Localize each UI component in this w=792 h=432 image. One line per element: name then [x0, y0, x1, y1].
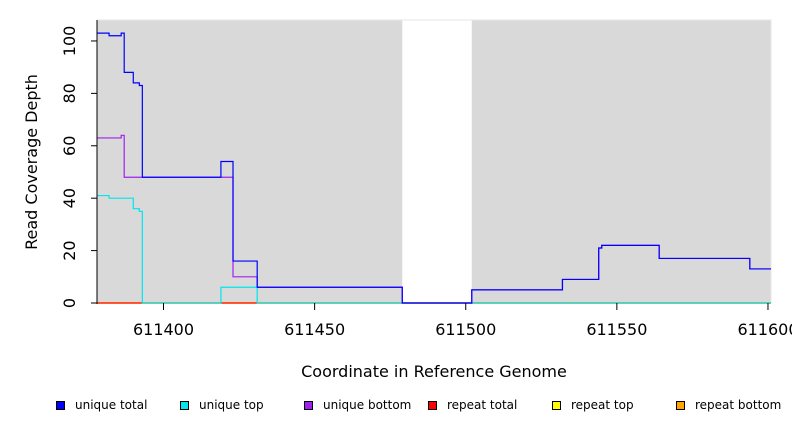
y-tick-label: 20	[60, 240, 79, 260]
x-axis-title: Coordinate in Reference Genome	[301, 362, 567, 381]
x-tick-label: 611600	[737, 320, 792, 339]
legend-label: unique bottom	[323, 398, 412, 412]
legend-swatch	[304, 400, 313, 410]
y-axis-title: Read Coverage Depth	[22, 74, 41, 250]
plot-shade-left	[97, 20, 403, 303]
legend-swatch	[428, 400, 437, 410]
legend-item-unique-top: unique top	[180, 398, 264, 412]
y-tick-label: 60	[60, 136, 79, 156]
series-unique-top	[97, 194, 771, 304]
legend-swatch	[676, 400, 685, 410]
series-layer	[97, 32, 771, 304]
legend-label: repeat total	[447, 398, 518, 412]
legend-item-unique-bottom: unique bottom	[304, 398, 411, 412]
legend-swatch	[56, 400, 65, 410]
x-tick-label: 611550	[586, 320, 647, 339]
x-tick-label: 611400	[133, 320, 194, 339]
legend: unique total unique top unique bottom repea…	[0, 398, 792, 418]
legend-swatch	[180, 400, 189, 410]
plot-shade-right	[471, 20, 771, 303]
legend-item-repeat-bottom: repeat bottom	[676, 398, 781, 412]
axes-layer: 0 20 40 60 80 100 611400 611450 611500 611550 6116…	[60, 20, 792, 339]
y-tick-label: 100	[60, 26, 79, 57]
legend-item-unique-total: unique total	[56, 398, 147, 412]
legend-label: unique total	[75, 398, 148, 412]
y-tick-label: 80	[60, 83, 79, 103]
series-unique-total	[97, 32, 771, 304]
plot-background	[96, 19, 772, 304]
y-tick-label: 40	[60, 188, 79, 208]
y-tick-label: 0	[60, 298, 79, 308]
x-tick-label: 611500	[435, 320, 496, 339]
legend-item-repeat-top: repeat top	[552, 398, 634, 412]
legend-label: unique top	[199, 398, 264, 412]
legend-label: repeat bottom	[695, 398, 782, 412]
x-tick-label: 611450	[284, 320, 345, 339]
legend-swatch	[552, 400, 561, 410]
legend-item-repeat-total: repeat total	[428, 398, 517, 412]
legend-label: repeat top	[571, 398, 634, 412]
